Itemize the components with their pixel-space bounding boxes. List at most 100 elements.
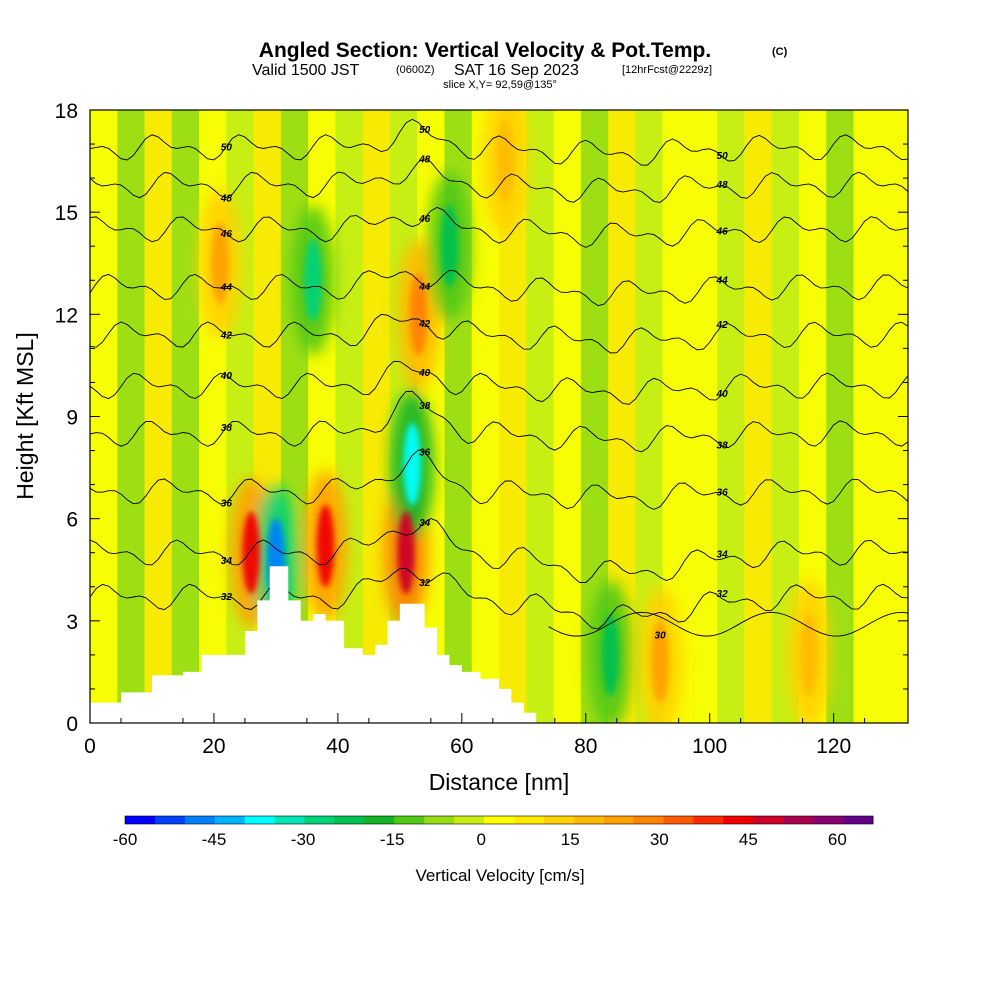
x-tick-label: 20 <box>202 735 225 758</box>
y-tick-label: 3 <box>66 611 78 634</box>
theta-contour <box>90 313 908 354</box>
x-tick-label: 60 <box>450 735 473 758</box>
colorbar-frame <box>124 815 874 825</box>
colorbar-swatch <box>663 816 694 824</box>
colorbar-swatch <box>454 816 485 824</box>
updraft-core <box>800 613 818 697</box>
colorbar-label: Vertical Velocity [cm/s] <box>415 866 584 885</box>
contour-label: 50 <box>221 142 233 153</box>
colorbar-tick-label: 15 <box>561 830 580 849</box>
velocity-band <box>117 110 146 723</box>
contour-label: 38 <box>419 401 431 412</box>
contour-label: 46 <box>716 226 729 237</box>
x-axis-label: Distance [nm] <box>429 769 570 795</box>
x-axis: 0 20 40 60 80 100 120 <box>84 713 866 758</box>
updraft-core <box>397 511 415 594</box>
contour-label: 50 <box>717 151 729 162</box>
contour-label: 32 <box>221 592 233 603</box>
subtitle-fcst: [12hrFcst@2229z] <box>622 64 712 76</box>
contour-label: 42 <box>716 320 729 331</box>
downdraft-core <box>304 239 322 322</box>
contour-label: 32 <box>717 589 729 600</box>
colorbar-swatch <box>154 816 186 824</box>
updraft-core <box>211 222 229 305</box>
y-tick-label: 18 <box>55 100 78 123</box>
plot-area: 32 32 32 34 34 34 36 36 36 38 38 38 40 40 40 42 42 42 44 44… <box>90 110 908 723</box>
contour-label: 40 <box>716 389 729 400</box>
colorbar-swatch <box>723 816 754 824</box>
colorbar-swatch <box>484 816 515 824</box>
contour-label: 42 <box>220 331 233 342</box>
y-tick-label: 9 <box>66 407 78 430</box>
velocity-band <box>362 110 391 723</box>
contour-label: 32 <box>419 578 431 589</box>
colorbar-swatch <box>184 816 216 824</box>
velocity-band <box>144 110 173 723</box>
y-tick-label: 0 <box>66 713 78 736</box>
contour-label: 38 <box>717 440 729 451</box>
colorbar-swatch <box>244 816 276 824</box>
x-tick-label: 120 <box>816 735 851 758</box>
theta-contour <box>90 206 908 248</box>
updraft-core <box>316 504 335 588</box>
colorbar-swatch <box>513 816 545 824</box>
colorbar-swatch <box>603 816 635 824</box>
theta-contour <box>90 269 908 307</box>
colorbar-swatch <box>543 816 575 824</box>
theta-contour <box>90 518 908 583</box>
contour-label: 46 <box>418 214 431 225</box>
colorbar-tick-label: -30 <box>291 830 316 849</box>
colorbar-swatch <box>214 816 246 824</box>
contour-label: 48 <box>220 194 233 205</box>
contour-label: 48 <box>418 155 431 166</box>
theta-contour <box>90 118 908 166</box>
updraft-core <box>409 273 428 356</box>
terrain <box>90 566 908 723</box>
colorbar-swatch <box>424 816 455 824</box>
subtitle: Valid 1500 JST (0600Z) SAT 16 Sep 2023 [… <box>252 62 712 79</box>
contour-label: 42 <box>418 319 431 330</box>
contour-label: 44 <box>716 275 729 286</box>
colorbar-swatch <box>843 816 874 824</box>
colorbar-tick-label: -60 <box>113 830 138 849</box>
theta-contours <box>90 118 908 637</box>
contour-label: 30 <box>655 630 667 641</box>
velocity-band <box>744 110 773 723</box>
x-tick-label: 100 <box>692 735 727 758</box>
x-tick-label: 80 <box>574 735 597 758</box>
colorbar-tick-label: 0 <box>476 830 485 849</box>
y-tick-label: 6 <box>66 509 78 532</box>
colorbar-tick-label: 45 <box>739 830 758 849</box>
colorbar-tick-label: -15 <box>380 830 405 849</box>
colorbar-swatch <box>304 816 335 824</box>
downdraft-core <box>601 613 620 697</box>
theta-contour <box>548 611 908 637</box>
contour-label: 46 <box>220 229 233 240</box>
colorbar-swatch <box>125 816 156 824</box>
velocity-band <box>689 110 719 723</box>
y-tick-label: 15 <box>55 202 78 225</box>
updraft-core <box>496 119 514 203</box>
colorbar <box>124 815 874 825</box>
y-tick-label: 12 <box>55 304 78 327</box>
colorbar-swatch <box>693 816 724 824</box>
updraft-core <box>651 620 669 703</box>
contour-label: 34 <box>221 556 233 567</box>
slice-label: slice X,Y= 92,59@135° <box>443 79 557 91</box>
contour-labels: 32 32 32 34 34 34 36 36 36 38 38 38 40 40 40 42 42 42 44 44… <box>220 125 728 641</box>
colorbar-swatch <box>813 816 844 824</box>
contour-label: 36 <box>419 448 431 459</box>
downdraft-core <box>440 204 459 288</box>
contour-label: 48 <box>716 180 729 191</box>
theta-contour <box>90 568 908 630</box>
colorbar-swatch <box>274 816 306 824</box>
x-tick-label: 40 <box>326 735 349 758</box>
colorbar-tick-label: -45 <box>202 830 227 849</box>
chart-title: Angled Section: Vertical Velocity & Pot.… <box>259 39 711 62</box>
colorbar-swatch <box>334 816 365 824</box>
subtitle-date: SAT 16 Sep 2023 <box>454 62 579 79</box>
colorbar-swatch <box>364 816 395 824</box>
colorbar-swatch <box>633 816 665 824</box>
velocity-band <box>853 110 882 723</box>
